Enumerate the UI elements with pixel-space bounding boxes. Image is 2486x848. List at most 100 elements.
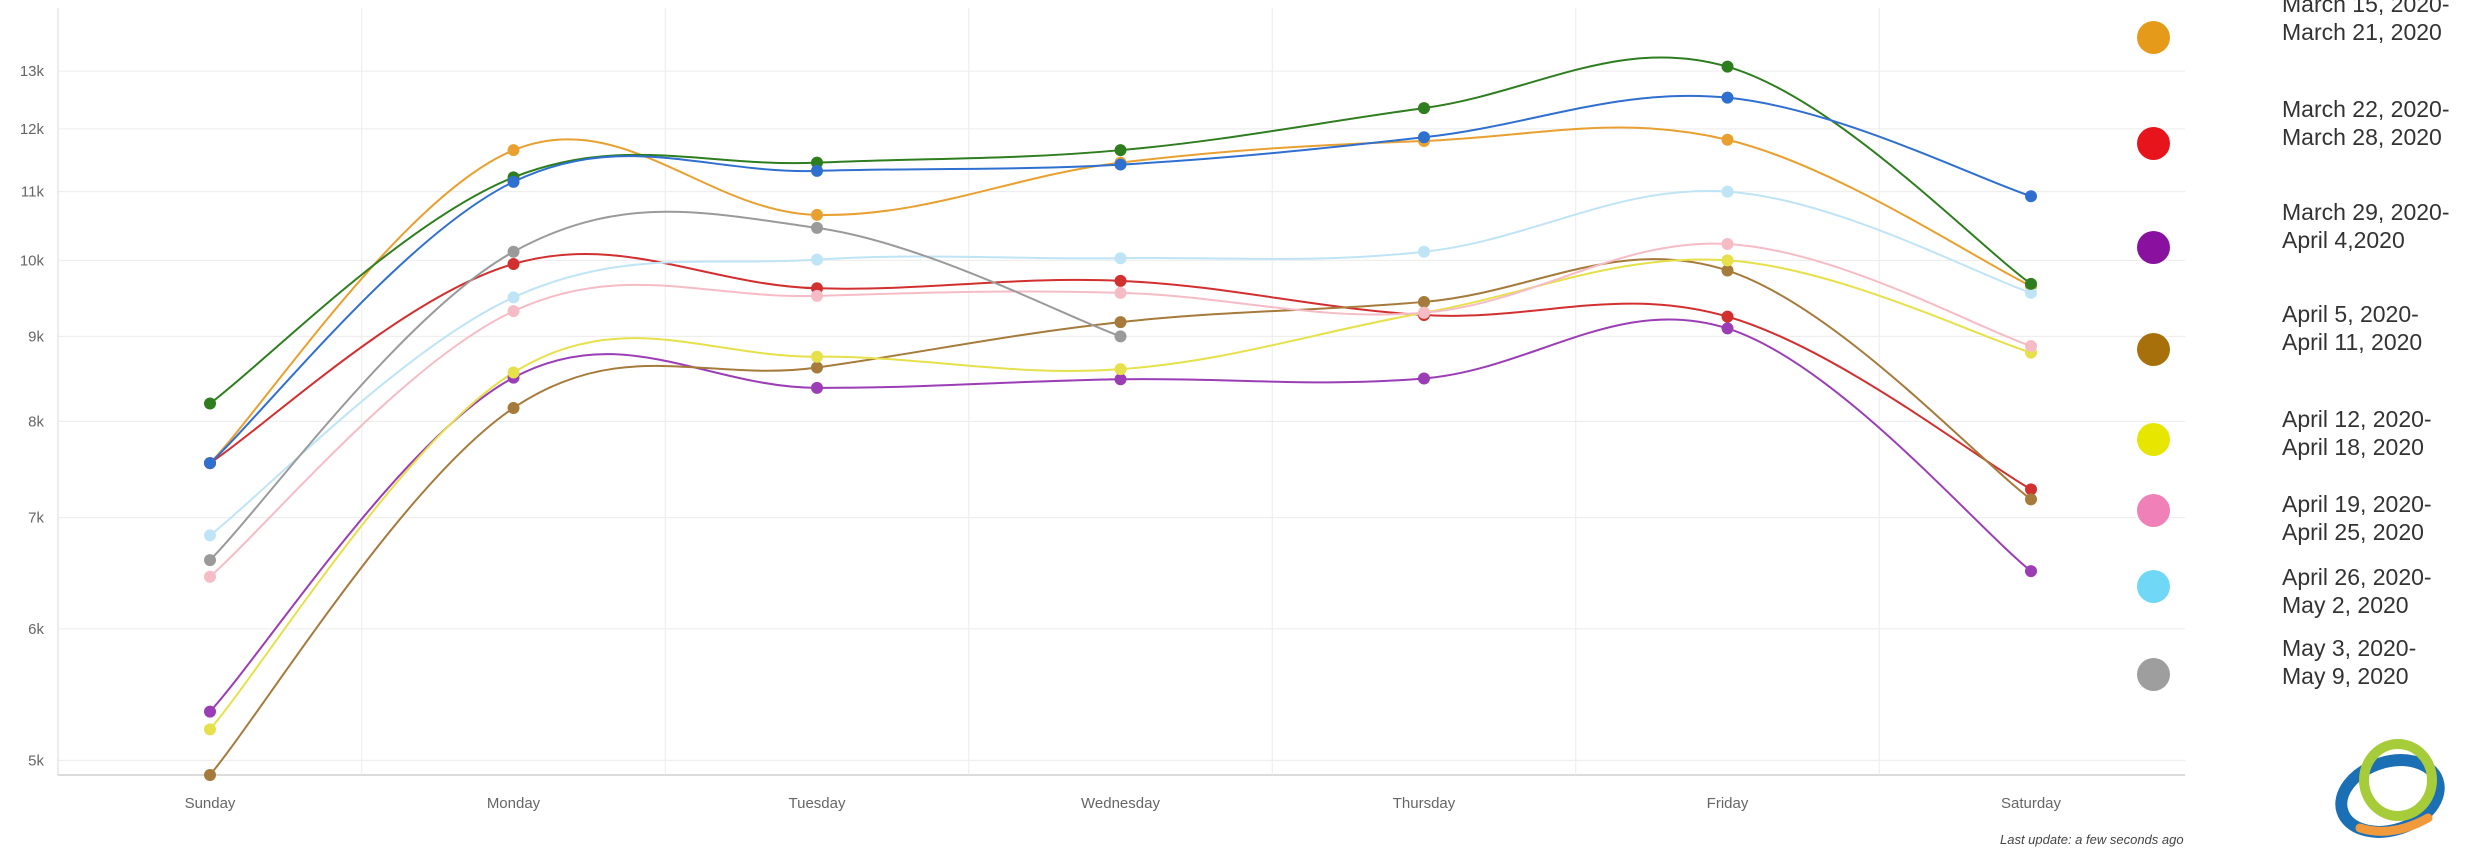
- data-point[interactable]: [2025, 483, 2037, 496]
- legend-item[interactable]: March 29, 2020- April 4,2020: [2282, 198, 2482, 254]
- data-point[interactable]: [2025, 340, 2037, 353]
- y-tick-label: 10k: [20, 252, 45, 269]
- legend-item[interactable]: April 5, 2020- April 11, 2020: [2282, 300, 2482, 356]
- legend-item[interactable]: March 15, 2020- March 21, 2020: [2282, 0, 2482, 46]
- data-point[interactable]: [1114, 252, 1127, 265]
- series-line: [209, 210, 1121, 561]
- y-tick-label: 9k: [28, 328, 44, 345]
- data-point[interactable]: [811, 164, 823, 177]
- legend-item[interactable]: April 12, 2020- April 18, 2020: [2282, 405, 2482, 461]
- data-point[interactable]: [507, 245, 520, 258]
- ring-logo-icon: [2335, 739, 2445, 838]
- data-point[interactable]: [811, 253, 823, 266]
- data-point[interactable]: [811, 221, 823, 234]
- y-axis: 5k 6k 7k 8k 9k 10k 11k 12k 13k: [20, 63, 45, 769]
- data-point[interactable]: [1114, 274, 1127, 287]
- data-point[interactable]: [1721, 91, 1734, 104]
- legend-marker[interactable]: [2137, 127, 2170, 160]
- data-point[interactable]: [2025, 190, 2037, 203]
- legend-marker[interactable]: [2137, 570, 2170, 603]
- data-point[interactable]: [1721, 185, 1734, 198]
- data-point[interactable]: [1418, 295, 1430, 308]
- legend-label-line1: April 5, 2020-: [2282, 301, 2419, 327]
- legend-marker[interactable]: [2137, 333, 2170, 366]
- legend-marker[interactable]: [2137, 423, 2170, 456]
- data-point[interactable]: [811, 208, 823, 221]
- data-point[interactable]: [1721, 254, 1734, 267]
- gridlines: [57, 8, 2185, 776]
- data-point[interactable]: [1721, 264, 1734, 277]
- data-point[interactable]: [811, 361, 823, 374]
- data-point[interactable]: [507, 144, 520, 157]
- legend-label-line2: April 18, 2020: [2282, 434, 2424, 460]
- legend-marker[interactable]: [2137, 494, 2170, 527]
- legend-marker[interactable]: [2137, 231, 2170, 264]
- legend-label-line2: May 9, 2020: [2282, 663, 2409, 689]
- data-point[interactable]: [1721, 310, 1734, 323]
- data-point[interactable]: [204, 397, 216, 410]
- data-point[interactable]: [1418, 102, 1430, 115]
- y-tick-label: 11k: [21, 184, 45, 201]
- legend-item[interactable]: April 19, 2020- April 25, 2020: [2282, 490, 2482, 546]
- legend-item[interactable]: May 3, 2020- May 9, 2020: [2282, 634, 2482, 690]
- data-point[interactable]: [1114, 330, 1127, 343]
- data-point[interactable]: [1418, 372, 1430, 385]
- y-tick-label: 7k: [28, 510, 44, 527]
- data-point[interactable]: [1721, 133, 1734, 146]
- x-tick-label: Saturday: [2001, 795, 2062, 812]
- y-tick-label: 6k: [28, 621, 44, 638]
- data-point[interactable]: [507, 366, 520, 379]
- legend-item[interactable]: March 22, 2020- March 28, 2020: [2282, 95, 2482, 151]
- series-line: [209, 258, 2032, 731]
- data-point[interactable]: [811, 350, 823, 363]
- data-point[interactable]: [204, 554, 216, 567]
- y-tick-label: 5k: [28, 752, 44, 769]
- data-point[interactable]: [1114, 316, 1127, 329]
- data-point[interactable]: [811, 381, 823, 394]
- data-point[interactable]: [2025, 277, 2037, 290]
- data-point[interactable]: [204, 705, 216, 718]
- data-point[interactable]: [1418, 131, 1430, 144]
- data-point[interactable]: [204, 570, 216, 583]
- data-point[interactable]: [204, 723, 216, 736]
- data-point[interactable]: [2025, 286, 2037, 299]
- legend-label-line2: April 11, 2020: [2282, 329, 2423, 355]
- legend-marker[interactable]: [2137, 658, 2170, 691]
- data-point[interactable]: [811, 156, 823, 169]
- data-point[interactable]: [507, 305, 520, 318]
- data-point[interactable]: [204, 529, 216, 542]
- data-point[interactable]: [204, 457, 216, 470]
- legend-label-line1: April 12, 2020-: [2282, 406, 2432, 432]
- x-tick-label: Friday: [1707, 795, 1749, 812]
- x-tick-label: Wednesday: [1081, 795, 1160, 812]
- data-point[interactable]: [1418, 306, 1430, 319]
- legend-item[interactable]: April 26, 2020- May 2, 2020: [2282, 563, 2482, 619]
- series-points: [204, 60, 2037, 781]
- data-point[interactable]: [1114, 373, 1127, 386]
- data-point[interactable]: [1721, 322, 1734, 335]
- data-point[interactable]: [2025, 565, 2037, 578]
- data-point[interactable]: [204, 769, 216, 781]
- last-update-note: Last update: a few seconds ago: [2000, 832, 2184, 847]
- x-tick-label: Thursday: [1393, 795, 1456, 812]
- data-point[interactable]: [1114, 286, 1127, 299]
- data-point[interactable]: [1721, 60, 1734, 73]
- data-point[interactable]: [507, 175, 520, 188]
- legend-label-line2: May 2, 2020: [2282, 592, 2409, 618]
- legend-label-line1: March 15, 2020-: [2282, 0, 2450, 17]
- data-point[interactable]: [507, 291, 520, 304]
- legend-label-line1: March 29, 2020-: [2282, 199, 2450, 225]
- data-point[interactable]: [2025, 493, 2037, 506]
- legend-marker[interactable]: [2137, 21, 2170, 54]
- data-point[interactable]: [507, 401, 520, 414]
- data-point[interactable]: [1114, 144, 1127, 157]
- data-point[interactable]: [1114, 363, 1127, 376]
- data-point[interactable]: [811, 289, 823, 302]
- x-tick-label: Sunday: [185, 795, 236, 812]
- legend-label-line1: March 22, 2020-: [2282, 96, 2450, 122]
- data-point[interactable]: [1114, 158, 1127, 171]
- data-point[interactable]: [507, 257, 520, 270]
- data-point[interactable]: [1418, 245, 1430, 258]
- data-point[interactable]: [1721, 237, 1734, 250]
- x-tick-label: Monday: [487, 795, 541, 812]
